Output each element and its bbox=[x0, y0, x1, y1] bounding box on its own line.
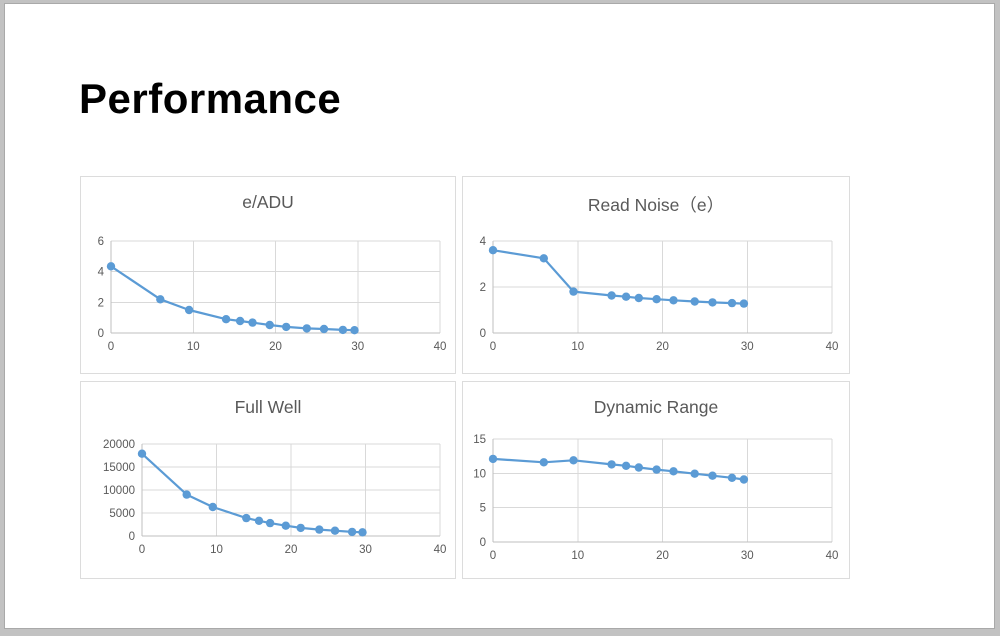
svg-text:4: 4 bbox=[480, 236, 487, 248]
svg-text:5: 5 bbox=[480, 503, 486, 515]
svg-text:30: 30 bbox=[741, 341, 754, 353]
chart-panel-dynamic-range: 0 5 10 15 0 10 20 30 40 Dynamic Range bbox=[462, 381, 850, 579]
svg-text:0: 0 bbox=[129, 531, 135, 543]
svg-text:4: 4 bbox=[98, 267, 105, 279]
svg-text:10: 10 bbox=[210, 544, 223, 556]
chart-title-dynamic-range: Dynamic Range bbox=[593, 397, 719, 417]
svg-text:30: 30 bbox=[359, 544, 372, 556]
svg-text:2: 2 bbox=[98, 297, 104, 309]
charts-grid: 0 2 4 6 0 10 20 30 40 e/ADU 0 2 4 0 10 20 30 40 Read No… bbox=[80, 176, 850, 579]
svg-text:0: 0 bbox=[108, 341, 114, 353]
chart-panel-read-noise: 0 2 4 0 10 20 30 40 Read Noise（e） bbox=[462, 176, 850, 374]
svg-text:0: 0 bbox=[98, 328, 104, 340]
line-chart-dynamic-range: 0 5 10 15 0 10 20 30 40 bbox=[473, 434, 839, 562]
line-chart-full-well: 0 5000 10000 15000 20000 0 10 20 30 40 bbox=[103, 439, 447, 556]
svg-text:30: 30 bbox=[351, 341, 364, 353]
svg-text:20: 20 bbox=[656, 550, 669, 562]
svg-text:20: 20 bbox=[285, 544, 298, 556]
svg-text:10000: 10000 bbox=[103, 485, 135, 497]
svg-text:40: 40 bbox=[434, 544, 447, 556]
svg-text:0: 0 bbox=[490, 341, 496, 353]
svg-text:0: 0 bbox=[490, 550, 496, 562]
svg-text:20000: 20000 bbox=[103, 439, 135, 451]
svg-text:10: 10 bbox=[571, 550, 584, 562]
svg-text:40: 40 bbox=[434, 341, 447, 353]
svg-text:10: 10 bbox=[571, 341, 584, 353]
svg-text:0: 0 bbox=[480, 537, 486, 549]
svg-text:0: 0 bbox=[139, 544, 145, 556]
line-chart-e-adu: 0 2 4 6 0 10 20 30 40 bbox=[98, 236, 447, 353]
svg-text:40: 40 bbox=[826, 341, 839, 353]
svg-text:2: 2 bbox=[480, 282, 486, 294]
chart-title-read-noise: Read Noise（e） bbox=[587, 195, 725, 215]
chart-title-full-well: Full Well bbox=[234, 397, 302, 417]
svg-text:15: 15 bbox=[473, 434, 486, 446]
svg-text:15000: 15000 bbox=[103, 462, 135, 474]
svg-text:40: 40 bbox=[826, 550, 839, 562]
slide-title: Performance bbox=[79, 75, 342, 122]
slide-canvas: Performance 0 2 4 6 0 10 20 30 40 e/ADU 0 2 4 0 10 20… bbox=[4, 3, 995, 629]
svg-text:30: 30 bbox=[741, 550, 754, 562]
svg-text:5000: 5000 bbox=[109, 508, 135, 520]
svg-text:6: 6 bbox=[98, 236, 104, 248]
chart-panel-e-adu: 0 2 4 6 0 10 20 30 40 e/ADU bbox=[80, 176, 456, 374]
svg-text:0: 0 bbox=[480, 328, 486, 340]
chart-panel-full-well: 0 5000 10000 15000 20000 0 10 20 30 40 Full Well bbox=[80, 381, 456, 579]
chart-title-e-adu: e/ADU bbox=[242, 192, 294, 212]
svg-text:10: 10 bbox=[473, 468, 486, 480]
svg-text:20: 20 bbox=[269, 341, 282, 353]
svg-text:20: 20 bbox=[656, 341, 669, 353]
svg-text:10: 10 bbox=[187, 341, 200, 353]
